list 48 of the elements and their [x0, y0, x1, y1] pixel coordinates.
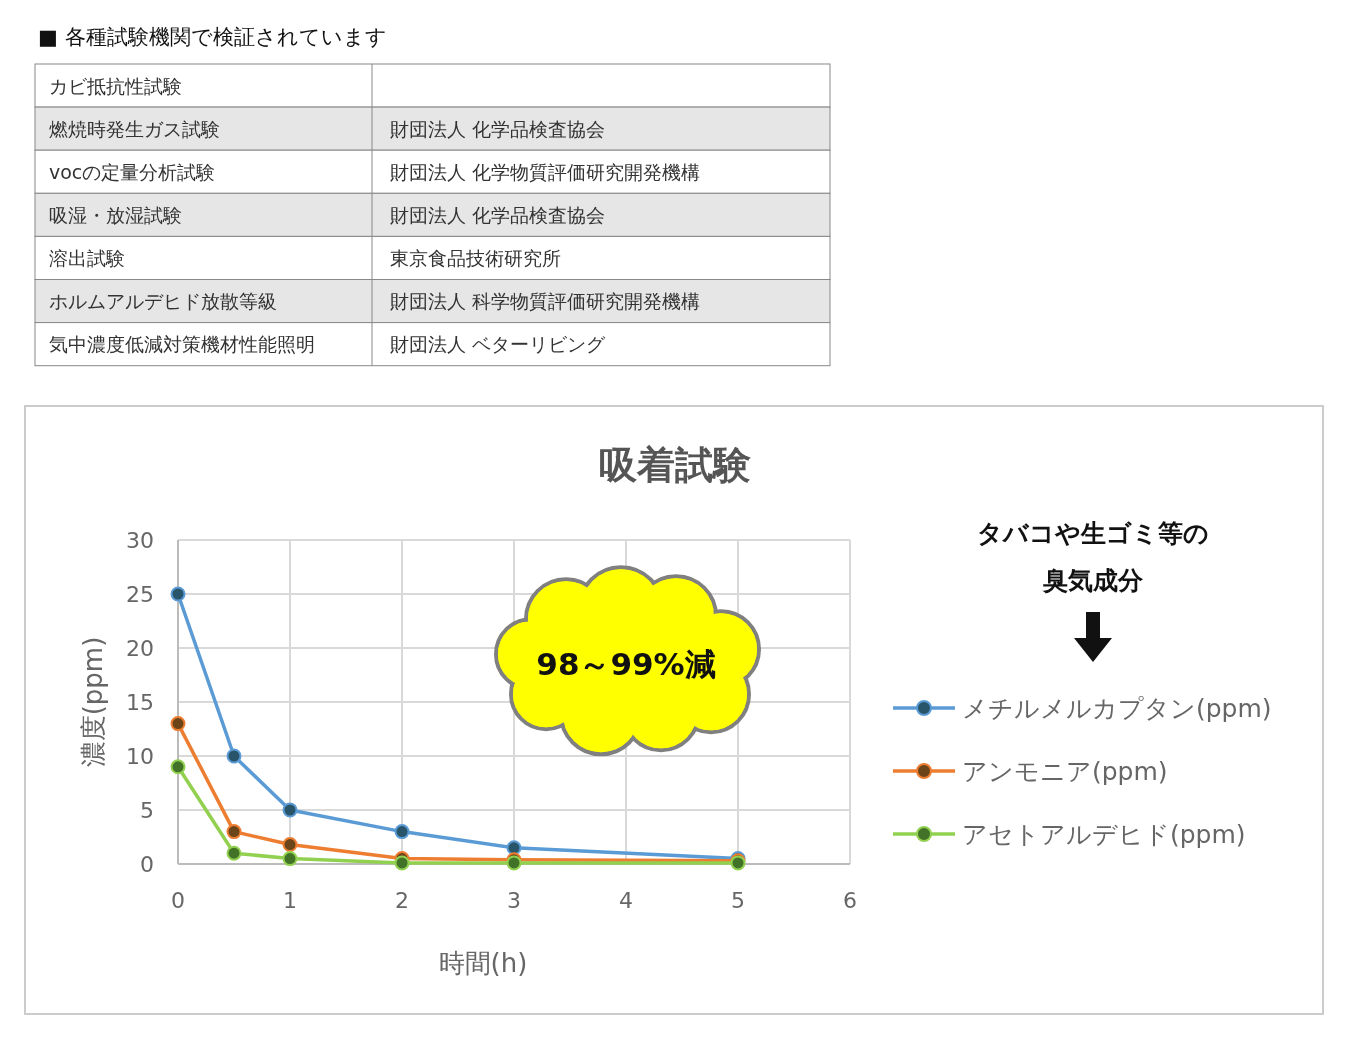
point: [226, 824, 242, 840]
x-axis-title: 時間(h): [438, 948, 528, 978]
point: [282, 851, 298, 867]
point: [282, 802, 298, 818]
point: [170, 716, 186, 732]
point: [282, 837, 298, 853]
y-tick-label: 5: [140, 798, 154, 823]
text: タバコや生ゴミ等の: [977, 519, 1209, 548]
category-label: カビ抵抗性試験: [49, 74, 182, 97]
category-label: 燃焼時発生ガス試験: [49, 117, 220, 140]
y-tick-label: 15: [126, 690, 154, 715]
category-label: 気中濃度低減対策機材性能照明: [49, 333, 315, 356]
point: [170, 586, 186, 602]
point: [226, 845, 242, 861]
text: 財団法人 化学品検査協会: [390, 117, 606, 140]
y-tick-label: 10: [126, 744, 154, 769]
category-label: ホルムアルデヒド放散等級: [49, 290, 277, 313]
x-tick-label: 6: [843, 888, 857, 913]
legend-label: メチルメルカプタン(ppm): [962, 694, 1272, 723]
text: 財団法人 ベターリビング: [390, 333, 607, 356]
text: 財団法人 科学物質評価研究開発機構: [390, 290, 701, 313]
point: [394, 855, 410, 871]
legend-label: アンモニア(ppm): [962, 757, 1168, 786]
x-tick-label: 1: [283, 888, 297, 913]
y-tick-label: 30: [126, 528, 154, 553]
x-tick-label: 4: [619, 888, 633, 913]
y-tick-label: 20: [126, 636, 154, 661]
text: ■ 各種試験機関で検証されています: [38, 25, 387, 49]
text: 東京食品技術研究所: [390, 246, 561, 269]
category-label: 吸湿・放湿試験: [49, 203, 182, 226]
x-tick-label: 5: [731, 888, 745, 913]
text: 臭気成分: [1042, 566, 1144, 595]
y-axis-title: 濃度(ppm): [78, 636, 108, 768]
x-tick-label: 0: [171, 888, 185, 913]
category-label: vocの定量分析試験: [49, 160, 216, 183]
x-tick-label: 2: [395, 888, 409, 913]
text: 財団法人 化学品検査協会: [390, 203, 606, 226]
point: [170, 759, 186, 775]
annotation: 98～99%減: [536, 646, 716, 683]
y-tick-label: 0: [140, 852, 154, 877]
point: [394, 824, 410, 840]
text: 財団法人 化学物質評価研究開発機構: [390, 160, 701, 183]
legend-label: アセトアルデヒド(ppm): [962, 820, 1246, 849]
chart-title: 吸着試験: [599, 443, 751, 487]
x-tick-label: 3: [507, 888, 521, 913]
point: [226, 748, 242, 764]
y-tick-label: 25: [126, 582, 154, 607]
category-label: 溶出試験: [49, 246, 125, 269]
